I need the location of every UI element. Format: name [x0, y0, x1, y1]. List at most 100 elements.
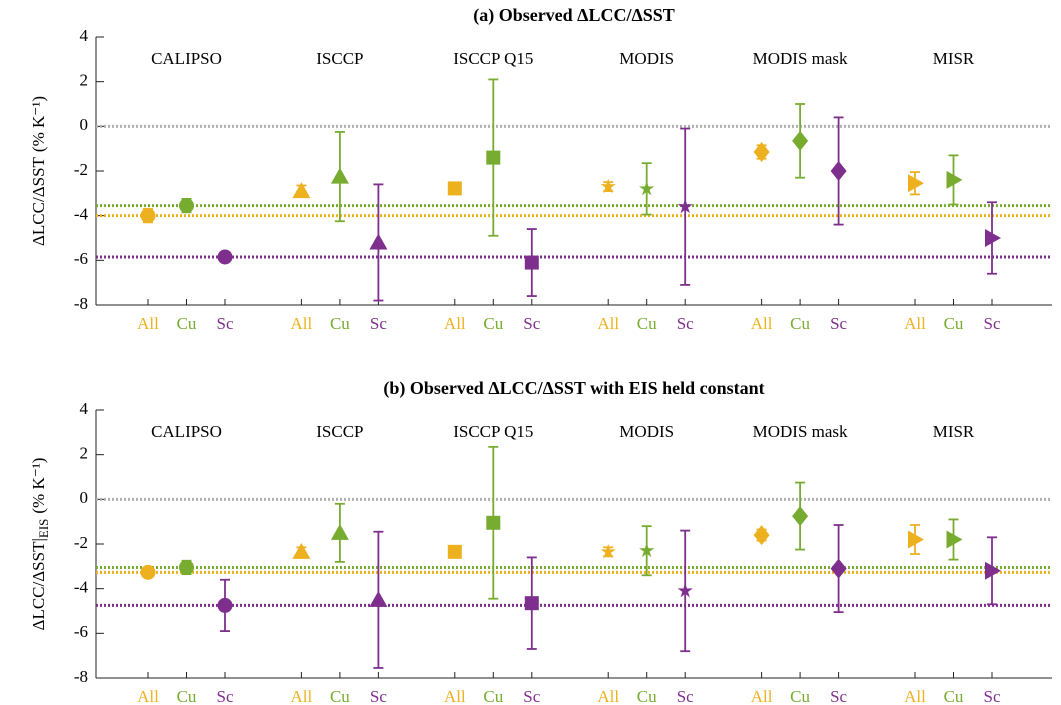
group-label: MISR [933, 422, 975, 441]
y-tick-label: -8 [74, 294, 88, 313]
x-tick-label: Cu [177, 687, 197, 705]
group-label: MODIS [619, 422, 674, 441]
marker [830, 558, 847, 579]
group-label: ISCCP [316, 422, 363, 441]
marker [792, 506, 809, 527]
group-label: ISCCP Q15 [453, 49, 533, 68]
marker [140, 208, 156, 224]
x-tick-label: All [444, 687, 466, 705]
marker [792, 130, 809, 151]
y-tick-label: 0 [80, 115, 89, 134]
x-tick-label: Sc [523, 687, 540, 705]
marker [140, 564, 156, 580]
y-tick-label: -6 [74, 249, 88, 268]
marker [985, 561, 1001, 580]
y-tick-label: -2 [74, 160, 88, 179]
chart-title: (b) Observed ΔLCC/ΔSST with EIS held con… [383, 378, 764, 399]
marker [600, 178, 616, 194]
x-tick-label: Cu [483, 687, 503, 705]
x-tick-label: Cu [330, 314, 350, 333]
marker [946, 530, 963, 549]
marker [292, 542, 311, 559]
marker [524, 596, 539, 611]
group-label: CALIPSO [151, 422, 222, 441]
x-tick-label: Cu [790, 314, 810, 333]
marker [753, 525, 770, 546]
marker [830, 161, 847, 181]
y-tick-label: -8 [74, 667, 88, 686]
marker [447, 181, 462, 196]
marker [677, 198, 693, 214]
x-tick-label: Sc [677, 687, 694, 705]
marker [524, 255, 539, 270]
marker [486, 515, 501, 530]
marker [639, 180, 655, 196]
marker [447, 544, 462, 559]
y-label-unit: (% K⁻¹) [29, 458, 48, 514]
x-tick-label: All [137, 687, 159, 705]
x-tick-label: Sc [370, 314, 387, 333]
group-label: MODIS [619, 49, 674, 68]
x-tick-label: Cu [790, 687, 810, 705]
marker [908, 530, 924, 549]
marker [369, 590, 388, 607]
x-tick-label: Sc [217, 687, 234, 705]
y-tick-label: -2 [74, 533, 88, 552]
y-tick-label: 0 [80, 488, 89, 507]
y-label-unit: (% K⁻¹) [29, 96, 48, 152]
y-tick-label: -4 [74, 578, 89, 597]
marker [486, 150, 501, 165]
x-tick-label: Sc [217, 314, 234, 333]
marker [639, 542, 655, 558]
marker [179, 559, 194, 575]
x-tick-label: All [137, 314, 159, 333]
x-tick-label: All [597, 314, 619, 333]
x-tick-label: All [291, 687, 313, 705]
x-tick-label: Sc [677, 314, 694, 333]
x-tick-label: Cu [637, 687, 657, 705]
x-tick-label: All [751, 687, 773, 705]
marker [946, 170, 963, 189]
y-tick-label: 4 [80, 399, 89, 418]
group-label: MODIS mask [753, 422, 848, 441]
marker [217, 249, 233, 265]
x-tick-label: Sc [523, 314, 540, 333]
x-tick-label: Cu [944, 314, 964, 333]
x-tick-label: All [904, 314, 926, 333]
y-tick-label: 4 [80, 26, 89, 45]
marker [600, 543, 616, 559]
y-label-main: ΔLCC/ΔSST| [29, 538, 48, 630]
y-label-sub: EIS [36, 519, 51, 539]
x-tick-label: Cu [483, 314, 503, 333]
x-tick-label: All [751, 314, 773, 333]
group-label: ISCCP [316, 49, 363, 68]
group-label: CALIPSO [151, 49, 222, 68]
group-label: ISCCP Q15 [453, 422, 533, 441]
y-tick-label: -4 [74, 205, 89, 224]
y-tick-label: 2 [80, 444, 89, 463]
group-label: MODIS mask [753, 49, 848, 68]
marker [677, 582, 693, 598]
y-axis-label: ΔLCC/ΔSST (% K⁻¹) [29, 96, 48, 246]
x-tick-label: Sc [830, 687, 847, 705]
x-tick-label: Cu [944, 687, 964, 705]
marker [753, 142, 770, 163]
marker [292, 182, 311, 199]
x-tick-label: Cu [330, 687, 350, 705]
marker [330, 523, 349, 540]
marker [369, 233, 388, 250]
marker [985, 229, 1001, 247]
marker [179, 198, 194, 214]
x-tick-label: Cu [177, 314, 197, 333]
marker [217, 597, 233, 613]
y-tick-label: -6 [74, 622, 88, 641]
x-tick-label: Cu [637, 314, 657, 333]
x-tick-label: Sc [984, 687, 1001, 705]
x-tick-label: All [291, 314, 313, 333]
x-tick-label: Sc [984, 314, 1001, 333]
x-tick-label: Sc [370, 687, 387, 705]
group-label: MISR [933, 49, 975, 68]
x-tick-label: Sc [830, 314, 847, 333]
